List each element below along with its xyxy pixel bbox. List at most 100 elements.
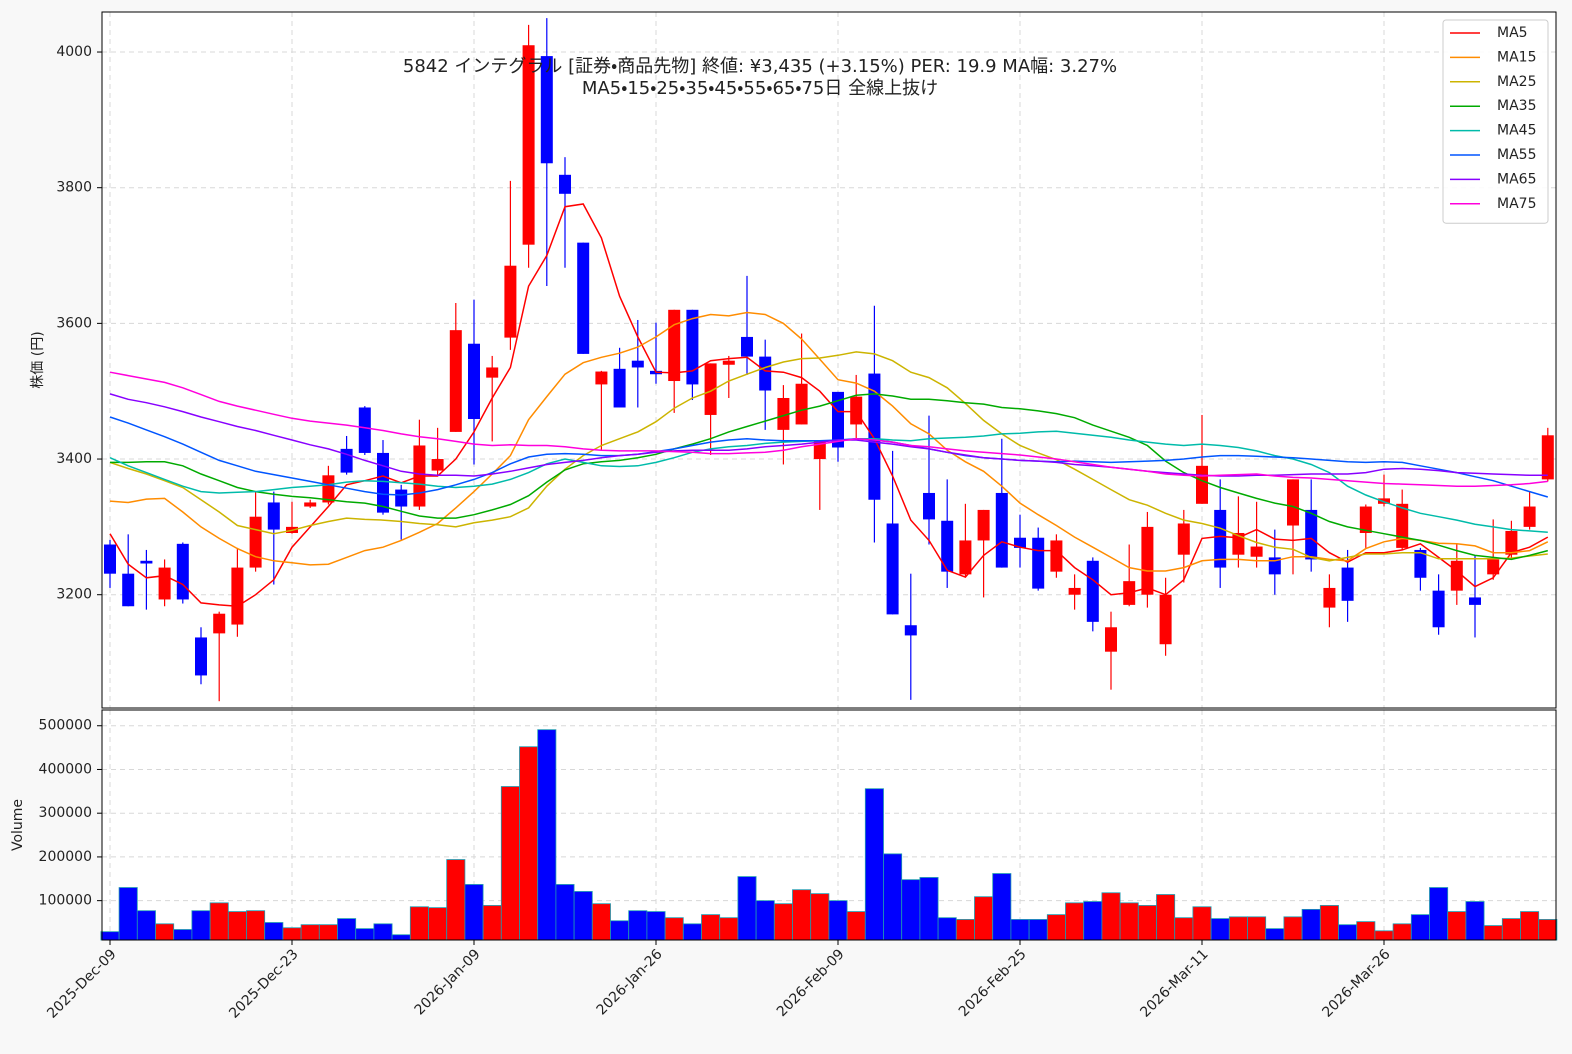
x-tick-label: 2026-Feb-09 (774, 946, 848, 1020)
volume-bar (883, 853, 903, 941)
price-plot-area (102, 12, 1556, 708)
volume-bar (573, 891, 593, 941)
volume-bar (664, 917, 684, 941)
x-tick-label: 2026-Mar-11 (1137, 946, 1211, 1020)
candle-body (540, 56, 553, 164)
candle-body (1432, 590, 1445, 628)
volume-bar (1192, 906, 1212, 941)
candle-body (686, 309, 699, 385)
volume-bar (1374, 930, 1394, 941)
x-tick-label: 2026-Feb-25 (956, 946, 1030, 1020)
volume-bar (1538, 919, 1558, 941)
candle-body (1159, 594, 1172, 645)
candle-body (195, 637, 207, 676)
volume-bar (537, 729, 557, 941)
price-frame (101, 11, 1557, 709)
volume-bar (992, 873, 1012, 941)
candle-body (559, 174, 571, 194)
candle-body (1523, 506, 1536, 527)
volume-bar (1010, 919, 1030, 941)
candle-body (923, 492, 935, 520)
volume-bar (937, 917, 957, 941)
volume-bar (1392, 923, 1412, 941)
candle-body (941, 520, 954, 572)
volume-bar (719, 917, 739, 941)
candle-body (741, 336, 753, 357)
volume-bar (1429, 887, 1449, 941)
candle-body (1177, 523, 1190, 555)
candle-body (304, 502, 317, 507)
volume-bar (955, 919, 975, 941)
volume-bar (1483, 925, 1503, 941)
volume-bar (773, 903, 793, 941)
candle-body (104, 544, 116, 574)
legend-label: MA45 (1497, 123, 1536, 139)
x-tick-label: 2025-Dec-23 (226, 946, 301, 1021)
candle-body (777, 397, 790, 430)
volume-bar (500, 786, 520, 941)
volume-bar (1447, 911, 1467, 941)
y-tick-label: 3200 (56, 587, 92, 603)
volume-bar (974, 896, 994, 941)
y-tick-label: 3600 (56, 315, 92, 331)
volume-bar (209, 902, 229, 941)
legend-label: MA75 (1497, 196, 1536, 212)
candle-body (795, 383, 808, 425)
volume-bar (810, 893, 830, 941)
candle-body (868, 373, 881, 500)
ma-line (109, 371, 1548, 487)
volume-bar (337, 918, 357, 941)
volume-bar (282, 927, 302, 941)
volume-bar (227, 911, 247, 941)
candle-body (668, 309, 681, 382)
volume-bar (1410, 914, 1430, 941)
candle-body (813, 440, 826, 460)
candle-body (832, 391, 844, 448)
volume-bar (828, 900, 848, 941)
candle-body (1287, 479, 1299, 526)
candle-body (1341, 567, 1354, 601)
candle-body (158, 567, 171, 600)
volume-bar (155, 923, 175, 941)
volume-bar (391, 934, 411, 941)
legend-label: MA65 (1497, 171, 1536, 187)
volume-bar (792, 889, 812, 941)
volume-bar (246, 910, 266, 941)
candle-body (377, 452, 389, 513)
volume-bar (1356, 921, 1376, 941)
candle-body (1487, 559, 1500, 575)
volume-frame (101, 709, 1557, 941)
volume-bar (646, 911, 666, 941)
volume-bar (173, 929, 193, 941)
ma-line (109, 393, 1548, 477)
volume-bar (318, 924, 338, 941)
candle-body (1323, 587, 1336, 608)
y-tick-label: 4000 (56, 44, 92, 60)
candle-body (449, 330, 462, 432)
candle-body (1014, 537, 1026, 548)
candle-body (1196, 465, 1208, 504)
volume-bar (1174, 917, 1194, 941)
candle-body (886, 523, 899, 615)
x-tick-label: 2026-Jan-09 (412, 946, 484, 1018)
candle-body (249, 516, 262, 568)
candle-body (1214, 509, 1227, 568)
volume-bar (1301, 908, 1321, 941)
volume-bar (701, 914, 721, 941)
candle-body (1469, 597, 1481, 605)
volume-bar (482, 905, 502, 941)
candle-body (322, 475, 335, 503)
candle-body (1541, 435, 1554, 480)
candle-body (468, 343, 480, 420)
volume-bar (1065, 902, 1085, 941)
volume-bar (1137, 905, 1157, 941)
candle-body (504, 265, 517, 338)
candle-body (1086, 560, 1099, 622)
candle-body (1141, 526, 1154, 595)
candle-body (631, 360, 644, 368)
candle-body (486, 367, 499, 378)
candle-body (1359, 506, 1372, 533)
candle-body (1250, 546, 1263, 557)
volume-bar (409, 906, 429, 941)
volume-bar (136, 910, 156, 941)
